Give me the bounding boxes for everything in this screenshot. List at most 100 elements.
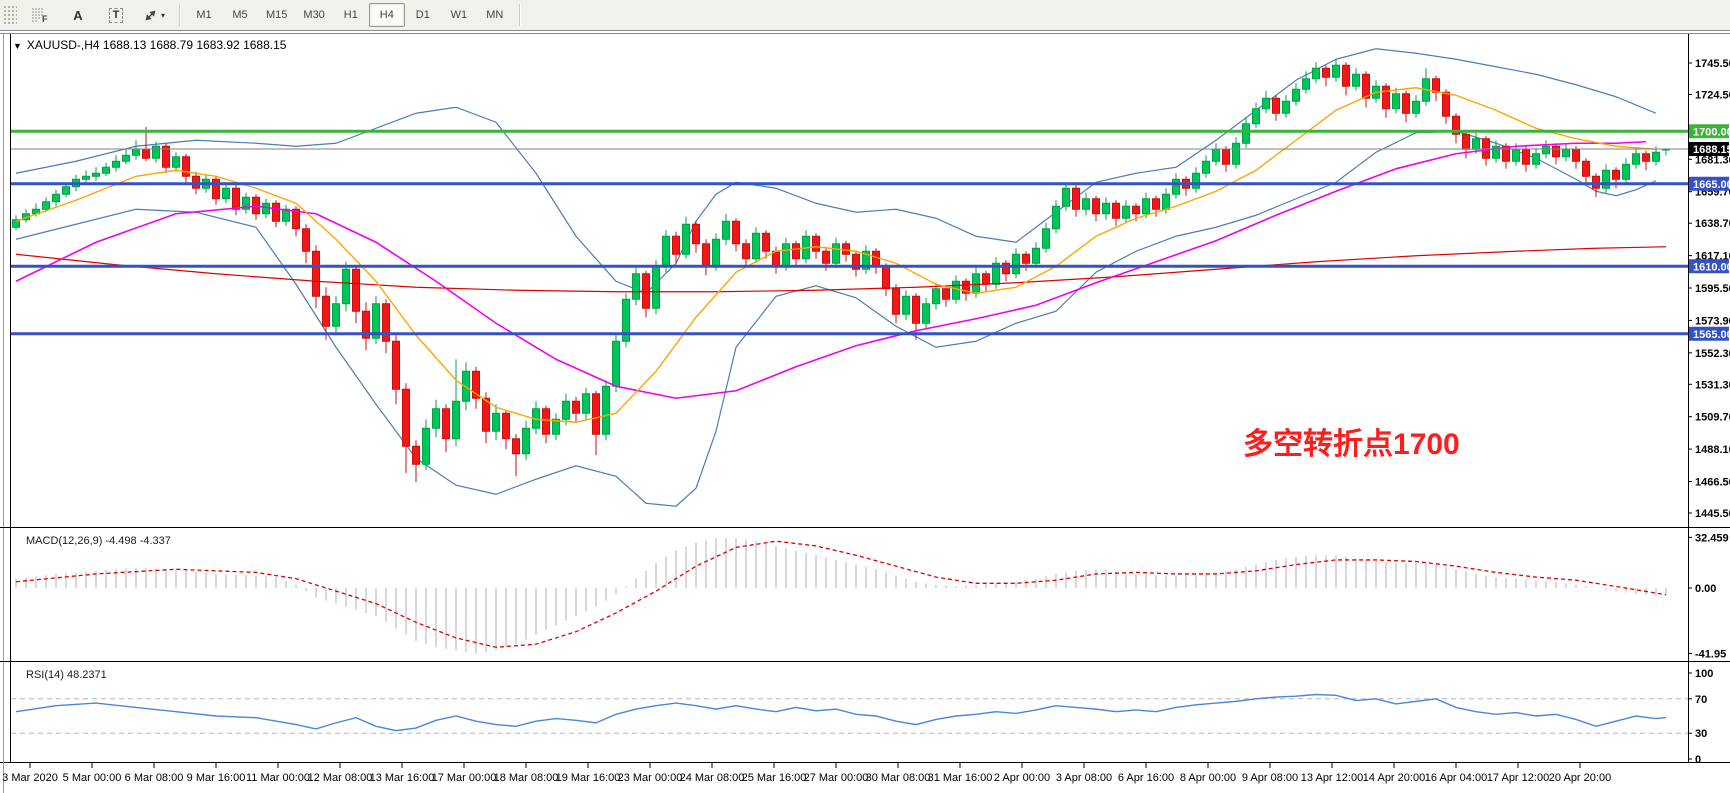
price-tag — [1689, 326, 1729, 341]
candle-down — [1432, 78, 1440, 93]
rsi-panel-canvas[interactable]: 100 70 30 0 — [0, 661, 1730, 762]
candle-down — [742, 243, 750, 260]
time-tick-label: 2 Apr 00:00 — [994, 772, 1050, 784]
timeframe-button-D1[interactable]: D1 — [415, 9, 430, 21]
candle-up — [972, 273, 980, 294]
candle-down — [542, 408, 550, 435]
candle-down — [962, 280, 970, 294]
text-label-icon[interactable]: T — [97, 3, 135, 27]
candle-down — [232, 187, 240, 210]
price-tick-label: 1638.70 — [1695, 218, 1730, 230]
candle-down — [1462, 133, 1470, 150]
candle-up — [1352, 73, 1360, 87]
timeframe-button-M15[interactable]: M15 — [266, 9, 288, 21]
candle-down — [792, 243, 800, 260]
grid-f-icon[interactable]: F — [21, 3, 59, 27]
candle-up — [152, 145, 160, 159]
rsi-tick-label: 30 — [1695, 728, 1707, 740]
candle-down — [1642, 153, 1650, 162]
price-tag-label: 1665.00 — [1693, 179, 1730, 191]
macd-signal-line — [15, 540, 1667, 648]
candle-up — [1472, 138, 1480, 150]
time-tick-label: 27 Mar 00:00 — [804, 772, 869, 784]
candle-up — [602, 385, 610, 435]
timeframe-button-MN[interactable]: MN — [486, 9, 504, 21]
timeframe-button-M1[interactable]: M1 — [196, 9, 212, 21]
arrows-tool-button[interactable]: ▾ — [135, 3, 173, 27]
candle-up — [102, 166, 110, 174]
timeframe-button-H1[interactable]: H1 — [343, 9, 358, 21]
toolbar-drag-handle[interactable] — [3, 5, 17, 25]
candle-down — [812, 235, 820, 252]
candle-up — [632, 273, 640, 300]
time-tick-label: 13 Apr 12:00 — [1301, 772, 1363, 784]
candle-up — [922, 303, 930, 324]
candle-up — [1492, 145, 1500, 159]
candle-down — [1482, 138, 1490, 159]
candle-up — [562, 400, 570, 420]
time-tick-label: 25 Mar 16:00 — [742, 772, 807, 784]
candle-down — [702, 243, 710, 267]
candle-down — [1342, 64, 1350, 87]
axis-background — [1689, 527, 1730, 661]
rsi-label: RSI(14) 48.2371 — [26, 669, 107, 681]
candle-up — [112, 160, 120, 168]
candle-down — [1022, 253, 1030, 264]
price-tick-label: 1509.70 — [1695, 412, 1730, 424]
price-chart-canvas[interactable]: 1745.501724.501681.301659.701638.701617.… — [0, 33, 1730, 527]
candle-down — [442, 408, 450, 440]
timeframe-button-H4[interactable]: H4 — [368, 3, 405, 27]
candle-down — [772, 250, 780, 267]
timeframe-button-M5[interactable]: M5 — [232, 9, 248, 21]
time-tick-label: 13 Mar 16:00 — [370, 772, 435, 784]
candle-down — [472, 370, 480, 399]
rsi-tick-label: 100 — [1695, 668, 1713, 680]
candle-up — [782, 243, 790, 267]
candle-down — [392, 340, 400, 390]
rsi-tick-label: 70 — [1695, 694, 1707, 706]
candle-down — [1152, 198, 1160, 210]
candle-up — [522, 427, 530, 455]
candle-up — [1652, 151, 1660, 162]
candle-up — [1032, 247, 1040, 264]
candle-up — [712, 238, 720, 267]
candle-down — [762, 232, 770, 252]
candle-down — [1442, 91, 1450, 117]
timeframe-button-M30[interactable]: M30 — [303, 9, 325, 21]
candle-down — [1322, 67, 1330, 78]
rsi-line — [15, 693, 1667, 732]
time-axis[interactable]: 3 Mar 2020 5 Mar 00:00 6 Mar 08:00 9 Mar 16… — [0, 762, 1730, 793]
toolbar-separator — [179, 4, 180, 26]
candle-down — [412, 445, 420, 465]
candle-up — [832, 243, 840, 264]
insert-text-icon[interactable]: A — [59, 3, 97, 27]
candle-up — [1302, 78, 1310, 90]
candle-up — [1622, 163, 1630, 180]
candle-down — [322, 295, 330, 327]
chevron-down-icon: ▾ — [160, 10, 165, 20]
time-tick-label: 31 Mar 16:00 — [928, 772, 993, 784]
macd-panel-canvas[interactable]: 32.459 0.00 -41.95 — [0, 527, 1730, 661]
candle-up — [12, 219, 20, 228]
candle-down — [982, 273, 990, 285]
candle-up — [1562, 148, 1570, 158]
candle-up — [82, 175, 90, 180]
price-tick-label: 1466.50 — [1695, 477, 1730, 489]
time-tick-label: 16 Apr 04:00 — [1425, 772, 1487, 784]
time-tick-label: 11 Mar 00:00 — [246, 772, 310, 784]
time-tick-label: 23 Mar 00:00 — [618, 772, 683, 784]
timeframe-button-W1[interactable]: W1 — [450, 9, 468, 21]
time-tick-label: 6 Mar 08:00 — [125, 772, 184, 784]
candle-up — [722, 220, 730, 240]
chart-symbol-title[interactable]: ▼ XAUUSD-,H4 1688.13 1688.79 1683.92 1688… — [13, 38, 286, 52]
candle-down — [1362, 73, 1370, 99]
macd-label: MACD(12,26,9) -4.498 -4.337 — [26, 535, 171, 547]
candle-up — [1042, 228, 1050, 249]
price-tag-label: 1610.00 — [1693, 261, 1730, 273]
candle-down — [672, 235, 680, 255]
time-tick-label: 9 Apr 08:00 — [1242, 772, 1298, 784]
candle-down — [842, 243, 850, 255]
price-tick-label: 1445.50 — [1695, 508, 1730, 520]
candle-up — [1412, 100, 1420, 114]
candle-up — [952, 280, 960, 300]
